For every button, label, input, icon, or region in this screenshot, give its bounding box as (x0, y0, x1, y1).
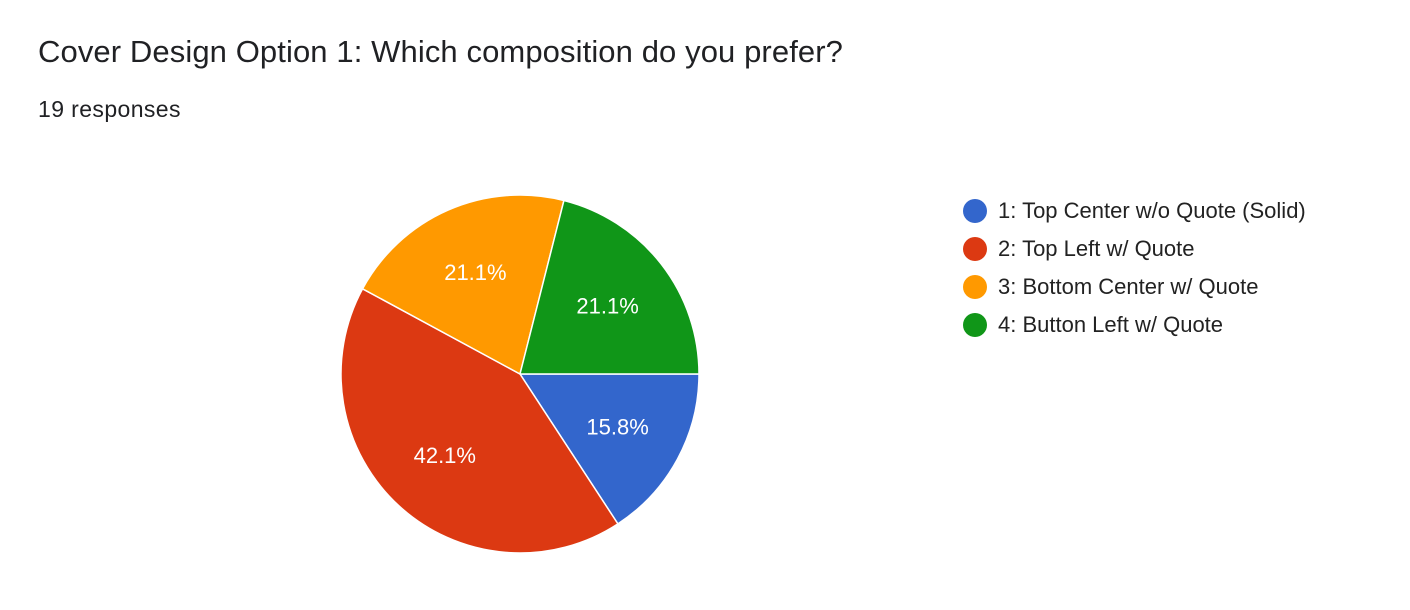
legend-item-1[interactable]: 1: Top Center w/o Quote (Solid) (963, 192, 1306, 230)
pie-slice-label-4: 21.1% (576, 293, 638, 318)
pie-slice-3[interactable] (361, 194, 565, 375)
pie-slice-2[interactable] (340, 288, 619, 554)
legend-label: 2: Top Left w/ Quote (998, 236, 1195, 261)
legend-label: 1: Top Center w/o Quote (Solid) (998, 198, 1306, 223)
legend-swatch-icon (963, 199, 987, 223)
legend-item-2[interactable]: 2: Top Left w/ Quote (963, 230, 1306, 268)
pie-labels: 15.8% 42.1% 21.1% 21.1% (414, 260, 649, 468)
pie-slice-label-1: 15.8% (586, 414, 648, 439)
pie-slices (340, 194, 700, 554)
chart-legend: 1: Top Center w/o Quote (Solid) 2: Top Le… (963, 192, 1306, 344)
pie-slice-label-3: 21.1% (444, 260, 506, 285)
legend-label: 4: Button Left w/ Quote (998, 312, 1224, 337)
pie-slice-label-2: 42.1% (414, 443, 476, 468)
legend-item-3[interactable]: 3: Bottom Center w/ Quote (963, 268, 1306, 306)
legend-swatch-icon (963, 275, 987, 299)
pie-slice-4[interactable] (519, 199, 700, 375)
chart-title: Cover Design Option 1: Which composition… (38, 34, 844, 69)
response-count: 19 responses (38, 96, 181, 122)
legend-item-4[interactable]: 4: Button Left w/ Quote (963, 306, 1306, 344)
legend-swatch-icon (963, 237, 987, 261)
legend-label: 3: Bottom Center w/ Quote (998, 274, 1259, 299)
pie-slice-1[interactable] (519, 373, 700, 525)
legend-swatch-icon (963, 313, 987, 337)
